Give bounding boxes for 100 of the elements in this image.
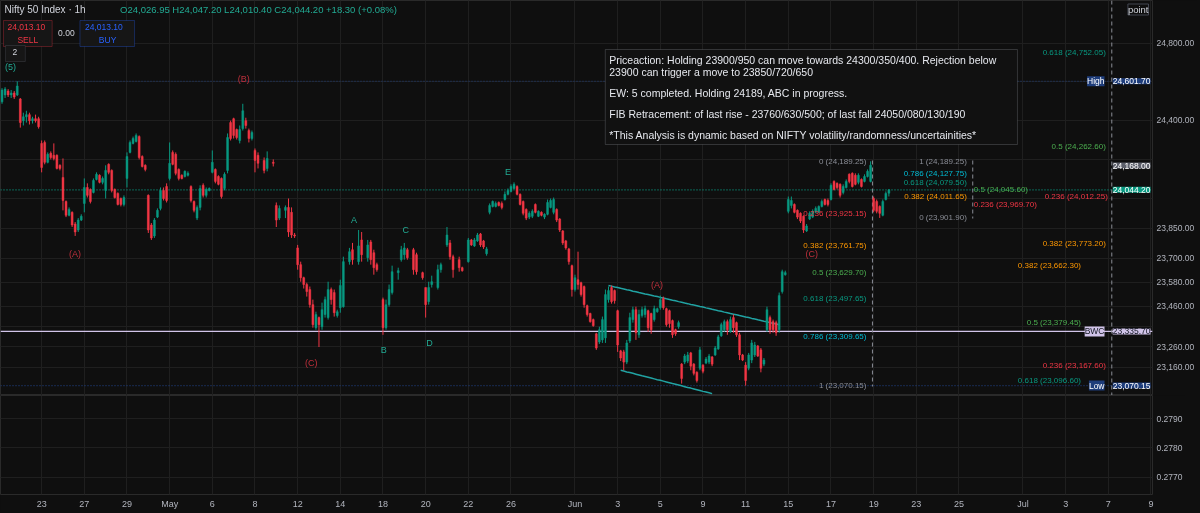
annotation: B: [380, 344, 387, 355]
candlestick: [765, 306, 769, 333]
annotation: 0.5 (24,045.60): [973, 185, 1029, 194]
annotation: 0.382 (23,662.30): [1017, 261, 1082, 271]
annotation: 0.00: [58, 27, 75, 38]
y-tick-label: 0.2780: [1156, 442, 1183, 453]
x-tick-label: May: [161, 498, 179, 509]
annotation: 0.382 (23,773.20): [1042, 239, 1107, 248]
annotation: 0.5 (23,629.70): [812, 267, 867, 277]
y-tick-label: 0.2770: [1156, 472, 1183, 483]
annotation: 0.618 (24,079.50): [903, 178, 968, 188]
candlestick: [153, 217, 156, 239]
x-tick-label: 22: [463, 498, 474, 509]
y-tick-label: 23,580.00: [1156, 277, 1195, 288]
x-tick-label: 6: [209, 498, 215, 509]
candlestick: [637, 309, 641, 339]
line-series: [619, 369, 713, 395]
chart-subtitle: O24,026.95 H24,047.20 L24,010.40 C24,044.20 +18.30 (+0.08%): [120, 4, 397, 15]
annotation: 24,013.10: [84, 21, 123, 32]
annotation: 23,070.15: [1112, 380, 1151, 391]
candlestick: [445, 226, 449, 248]
annotation: 0.5 (23,379.45): [1026, 318, 1082, 328]
annotation: (C): [305, 357, 318, 368]
annotation: 0.236 (24,012.25): [1044, 191, 1109, 201]
candlestick: [314, 311, 318, 331]
annotation: FIB Retracement: of last rise - 23760/630/500; of last fall 24050/080/130/190: [609, 108, 966, 120]
x-tick-label: 27: [79, 498, 90, 509]
annotation: 0.382 (23,761.75): [803, 241, 867, 251]
annotation: 0.786 (23,309.65): [803, 332, 867, 342]
candlestick: [168, 141, 171, 181]
x-tick-label: 17: [825, 498, 836, 509]
annotation: 0 (24,189.25): [818, 156, 867, 166]
x-tick-label: 14: [335, 498, 346, 509]
candlestick: [424, 287, 427, 319]
chart-title: Nifty 50 Index · 1h: [4, 3, 86, 15]
y-tick-label: 24,400.00: [1156, 115, 1195, 126]
candlestick: [317, 316, 321, 348]
x-tick-label: 11: [740, 498, 751, 509]
x-tick-label: 15: [783, 498, 794, 509]
y-tick-label: 23,850.00: [1156, 223, 1195, 234]
annotation: 0.618 (24,752.05): [1042, 47, 1107, 57]
y-tick-label: 0.2790: [1156, 413, 1183, 424]
annotation: *This Analysis is dynamic based on NIFTY volatility/randomness/uncertainities*: [609, 129, 977, 141]
x-tick-label: 26: [505, 498, 516, 509]
x-tick-label: 20: [420, 498, 431, 509]
y-tick-label: 23,460.00: [1156, 301, 1195, 312]
candlestick: [698, 346, 702, 371]
x-tick-label: 3: [1063, 498, 1069, 509]
candlestick: [229, 120, 232, 141]
annotation: (A): [68, 248, 81, 259]
annotation: 2: [12, 46, 18, 57]
candlestick: [357, 229, 360, 266]
annotation: EW: 5 completed. Holding 24189, ABC in progress.: [609, 87, 848, 99]
candlestick: [351, 242, 354, 266]
x-tick-label: 5: [657, 498, 663, 509]
y-tick-label: 23,700.00: [1156, 253, 1195, 264]
annotation: 24,168.00: [1112, 160, 1151, 171]
annotation: 0.236 (23,969.70): [973, 199, 1038, 209]
annotation: 1 (23,070.15): [818, 381, 867, 391]
x-tick-label: 9: [700, 498, 706, 509]
annotation: A: [351, 214, 358, 225]
annotation: 24,601.70: [1112, 76, 1151, 87]
candlestick: [220, 176, 223, 200]
candlestick: [412, 247, 415, 276]
annotation: C: [402, 224, 410, 235]
annotation: 24,044.20: [1112, 184, 1151, 195]
annotation: 0.382 (24,011.65): [904, 191, 968, 201]
x-tick-label: 23: [36, 498, 47, 509]
x-tick-label: Jun: [567, 498, 583, 509]
annotation: 1 (24,189.25): [919, 156, 968, 166]
annotation: 23,335.70: [1112, 326, 1151, 337]
y-tick-label: 23,260.00: [1156, 341, 1195, 352]
candlestick: [360, 231, 363, 263]
x-tick-label: 8: [252, 498, 258, 509]
annotation: point: [1127, 4, 1149, 15]
x-tick-label: 29: [121, 498, 132, 509]
x-tick-label: 7: [1105, 498, 1111, 509]
x-tick-label: 18: [377, 498, 388, 509]
ref-line-label: High: [1087, 76, 1105, 87]
x-tick-label: 23: [911, 498, 922, 509]
annotation: E: [504, 166, 511, 177]
annotation: 24,013.10: [7, 21, 46, 32]
annotation: (A): [650, 279, 663, 290]
candlestick: [680, 362, 683, 385]
x-tick-label: 3: [615, 498, 621, 509]
x-tick-label: Jul: [1017, 498, 1029, 509]
annotation: (B): [237, 73, 250, 84]
candlestick: [744, 361, 747, 387]
y-tick-label: 23,160.00: [1156, 362, 1195, 373]
annotation: 0.786 (24,127.75): [903, 168, 968, 178]
annotation: D: [426, 337, 434, 348]
candlestick: [159, 186, 162, 211]
annotation: 0.618 (23,497.65): [803, 294, 867, 304]
annotation: 0.236 (23,167.60): [1042, 361, 1107, 371]
annotation: 0.5 (24,262.60): [1051, 142, 1107, 152]
annotation: BUY: [98, 34, 117, 45]
candlestick: [732, 314, 735, 334]
x-tick-label: 12: [292, 498, 303, 509]
annotation: (C): [805, 248, 819, 259]
candlestick: [366, 239, 369, 263]
